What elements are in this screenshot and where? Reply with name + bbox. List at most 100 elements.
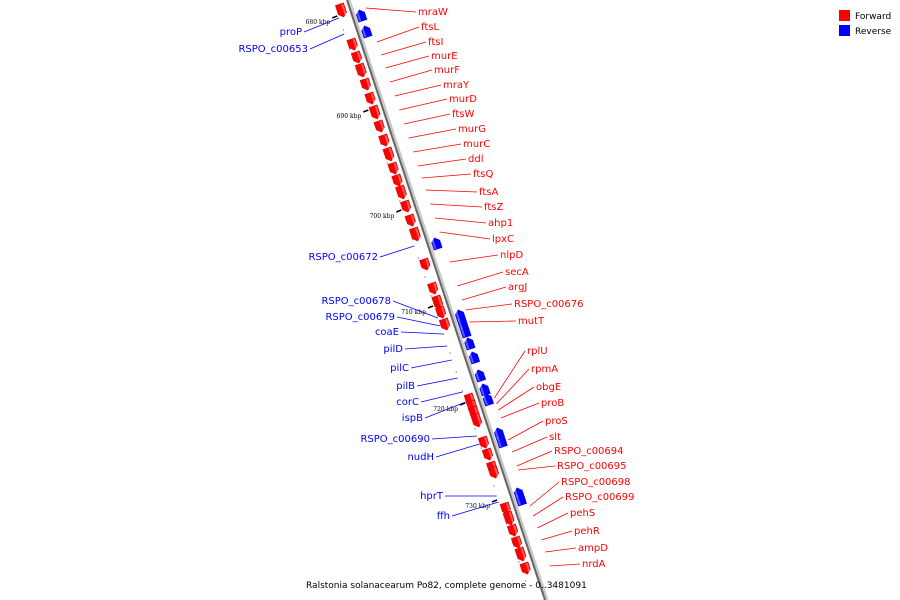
label-leader-murD: [399, 98, 448, 111]
gene-label-RSPO_c00698: RSPO_c00698: [561, 477, 631, 488]
forward-gene-mraY: [364, 91, 376, 105]
gene-label-murF: murF: [434, 65, 460, 76]
gene-label-RSPO_c00676: RSPO_c00676: [514, 299, 584, 310]
forward-gene-murC-highlight: [388, 147, 395, 160]
forward-gene-RSPO_c00699-highlight: [508, 511, 515, 524]
reverse-strand-features: [355, 9, 528, 507]
forward-gene-mraY-highlight: [370, 92, 376, 103]
tick-label-710: 710 kbp: [401, 309, 426, 316]
label-leader-nudH: [435, 443, 480, 458]
label-leader-ftsA: [425, 189, 478, 193]
label-leader-pilD: [404, 345, 448, 350]
label-leader-pilC: [410, 359, 452, 369]
label-leader-ispB: [424, 401, 466, 419]
forward-gene-nlpD: [419, 257, 431, 271]
label-leader-corC: [420, 391, 463, 403]
label-leader-ftsQ: [421, 173, 472, 179]
forward-gene-murF-highlight: [365, 78, 371, 89]
forward-gene-slt-highlight: [487, 448, 493, 459]
label-leader-RSPO_c00672: [379, 245, 415, 258]
label-leader-ftsL: [376, 26, 420, 43]
label-leader-RSPO_c00676: [465, 303, 513, 311]
reverse-gene-RSPO_c00672: [431, 237, 443, 251]
gene-label-nlpD: nlpD: [500, 250, 523, 261]
forward-gene-ftsI-highlight: [356, 51, 362, 62]
forward-gene-ampD: [514, 546, 527, 562]
forward-gene-murD-highlight: [374, 105, 381, 118]
reverse-gene-RSPO_c00679-highlight: [457, 319, 463, 330]
gene-label-murD: murD: [449, 94, 477, 105]
forward-gene-secA-highlight: [433, 282, 439, 293]
label-leader-ftsW: [403, 113, 451, 125]
forward-gene-ahp1-highlight: [410, 214, 416, 225]
gene-label-mutT: mutT: [518, 316, 545, 327]
gene-label-pehR: pehR: [574, 526, 600, 537]
forward-gene-ftsW-highlight: [379, 120, 385, 131]
forward-gene-pehS-highlight: [513, 524, 519, 535]
gene-label-nudH: nudH: [407, 452, 434, 463]
tick-label-680: 680 kbp: [306, 19, 331, 26]
gene-label-proP: proP: [280, 27, 302, 38]
reverse-gene-pilB: [474, 369, 487, 383]
forward-gene-ahp1: [404, 213, 416, 227]
forward-gene-proB: [470, 412, 483, 428]
reverse-gene-pilD-highlight: [464, 339, 470, 350]
reverse-gene-corC: [479, 383, 491, 397]
forward-gene-lpxC-highlight: [415, 227, 421, 240]
forward-gene-ampD-highlight: [520, 547, 527, 560]
forward-gene-murE: [354, 62, 367, 78]
label-leader-proS: [508, 420, 544, 441]
gene-label-RSPO_c00699: RSPO_c00699: [565, 492, 635, 503]
gene-label-RSPO_c00653: RSPO_c00653: [238, 44, 308, 55]
label-leader-mraW: [365, 7, 417, 13]
forward-gene-ftsW: [373, 119, 385, 133]
forward-gene-mutT: [438, 317, 451, 331]
legend-forward-label: Forward: [855, 12, 891, 22]
gene-label-coaE: coaE: [375, 327, 399, 338]
forward-strand-features: [334, 2, 531, 575]
gene-label-RSPO_c00679: RSPO_c00679: [325, 312, 395, 323]
gene-label-pilB: pilB: [396, 381, 415, 392]
gene-label-ftsQ: ftsQ: [473, 169, 493, 180]
forward-gene-argJ-highlight: [437, 295, 444, 308]
forward-gene-murF: [359, 77, 372, 91]
forward-gene-lpxC: [408, 226, 421, 242]
label-leader-ddl: [417, 158, 467, 167]
reverse-gene-RSPO_c00678-highlight: [455, 311, 461, 322]
label-leader-proB: [500, 402, 540, 419]
label-leader-lpxC: [439, 231, 491, 240]
label-leader-proP: [303, 17, 340, 33]
forward-gene-mraW-highlight: [341, 3, 347, 16]
label-leader-murG: [408, 128, 457, 139]
forward-gene-mutT-highlight: [445, 318, 451, 329]
major-tick-710: [427, 305, 434, 309]
gene-label-nrdA: nrdA: [582, 559, 606, 570]
major-tick-730: [491, 499, 498, 503]
tick-label-730: 730 kbp: [465, 503, 490, 510]
forward-gene-ddl: [387, 161, 399, 175]
genome-backbone-shadow: [346, 0, 549, 600]
major-tick-680: [331, 15, 338, 19]
legend-forward-swatch: [839, 10, 850, 21]
label-leader-nrdA: [549, 563, 581, 567]
gene-label-secA: secA: [505, 267, 529, 278]
genome-backbone: [346, 0, 546, 600]
reverse-gene-pilC: [468, 351, 481, 365]
gene-label-hprT: hprT: [420, 491, 444, 502]
gene-label-ftsL: ftsL: [421, 22, 439, 33]
forward-gene-nlpD-highlight: [425, 258, 431, 269]
label-leader-ampD: [545, 547, 577, 553]
reverse-gene-proP: [355, 9, 368, 23]
gene-label-rplU: rplU: [527, 346, 548, 357]
gene-label-RSPO_c00678: RSPO_c00678: [321, 296, 391, 307]
forward-gene-ftsL-highlight: [352, 38, 358, 49]
major-tick-690: [363, 109, 369, 113]
gene-label-RSPO_c00694: RSPO_c00694: [554, 446, 624, 457]
reverse-gene-pilC-highlight: [469, 353, 474, 364]
forward-gene-murG: [378, 133, 390, 147]
reverse-gene-pilD: [464, 337, 476, 351]
reverse-gene-RSPO_c00653: [361, 25, 373, 39]
gene-label-mraW: mraW: [418, 7, 448, 18]
gene-label-lpxC: lpxC: [492, 234, 514, 245]
